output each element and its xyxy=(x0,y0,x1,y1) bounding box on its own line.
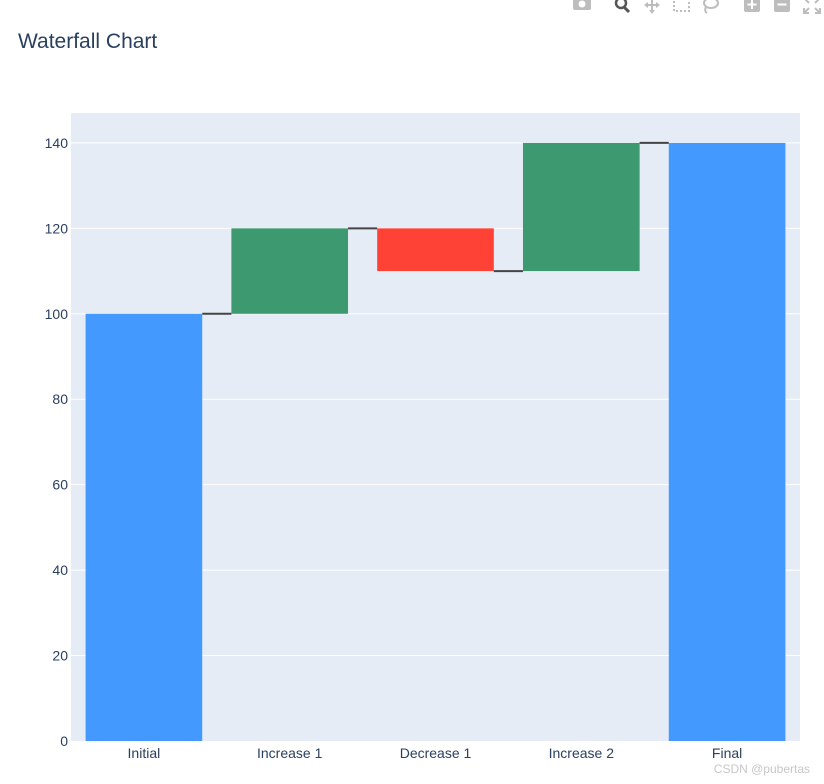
y-tick-label: 20 xyxy=(52,648,68,664)
bar-increase-2[interactable] xyxy=(522,142,640,272)
connectors xyxy=(202,141,669,315)
zoom-in-icon[interactable] xyxy=(742,0,762,14)
x-tick-label: Decrease 1 xyxy=(400,745,472,761)
y-tick-label: 140 xyxy=(45,135,69,151)
watermark: CSDN @pubertas xyxy=(713,762,810,776)
bar-decrease-1[interactable] xyxy=(377,228,494,272)
camera-icon[interactable] xyxy=(572,0,592,14)
autoscale-icon[interactable] xyxy=(802,0,822,14)
y-axis-ticks: 0 20 40 60 80 100 120 140 xyxy=(45,135,69,749)
x-axis-ticks: Initial Increase 1 Decrease 1 Increase 2 Fin… xyxy=(128,745,743,761)
bar-increase-1[interactable] xyxy=(231,228,349,314)
x-tick-label: Final xyxy=(712,745,742,761)
bar-initial[interactable] xyxy=(85,313,203,741)
zoom-out-icon[interactable] xyxy=(772,0,792,14)
pan-icon[interactable] xyxy=(642,0,662,14)
bar-final[interactable] xyxy=(668,142,786,741)
y-tick-label: 80 xyxy=(52,391,68,407)
x-tick-label: Increase 2 xyxy=(549,745,615,761)
box-select-icon[interactable] xyxy=(672,0,692,14)
y-tick-label: 0 xyxy=(60,733,68,749)
zoom-icon[interactable] xyxy=(612,0,632,14)
y-tick-label: 40 xyxy=(52,562,68,578)
chart-title: Waterfall Chart xyxy=(18,30,158,53)
x-tick-label: Increase 1 xyxy=(257,745,323,761)
y-tick-label: 120 xyxy=(45,220,69,236)
bars xyxy=(85,142,786,741)
y-tick-label: 100 xyxy=(45,306,69,322)
lasso-select-icon[interactable] xyxy=(700,0,720,14)
y-tick-label: 60 xyxy=(52,477,68,493)
modebar xyxy=(572,0,824,14)
x-tick-label: Initial xyxy=(128,745,161,761)
